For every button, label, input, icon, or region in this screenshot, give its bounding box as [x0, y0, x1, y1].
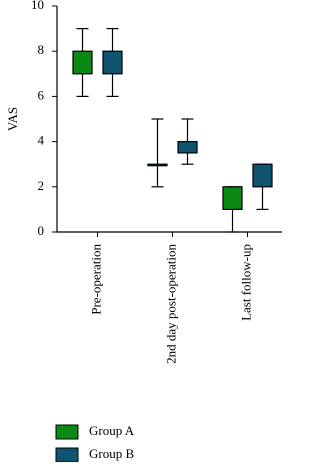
- y-tick-label: 6: [38, 87, 45, 102]
- box: [147, 163, 168, 167]
- y-tick-label: 0: [38, 223, 45, 238]
- y-tick-label: 10: [31, 0, 44, 12]
- legend-swatch: [55, 447, 79, 463]
- y-tick-label: 4: [38, 133, 45, 148]
- x-tick-label: Pre-operation: [88, 244, 103, 315]
- box: [177, 141, 198, 154]
- chart: VAS 0 2 4 6 8 10 Pre-operation 2nd day post-ope…: [5, 0, 282, 463]
- y-tick-label: 2: [38, 178, 45, 193]
- y-axis-label: VAS: [5, 107, 20, 131]
- box: [252, 163, 273, 188]
- x-tick-label: 2nd day post-operation: [163, 244, 178, 364]
- legend-swatch: [55, 424, 79, 440]
- box: [222, 186, 243, 211]
- legend-label: Group B: [89, 446, 134, 461]
- legend-label: Group A: [89, 423, 135, 438]
- x-tick-label: Last follow-up: [238, 244, 253, 321]
- box: [72, 50, 93, 75]
- y-tick-label: 8: [38, 42, 45, 57]
- box: [102, 50, 123, 75]
